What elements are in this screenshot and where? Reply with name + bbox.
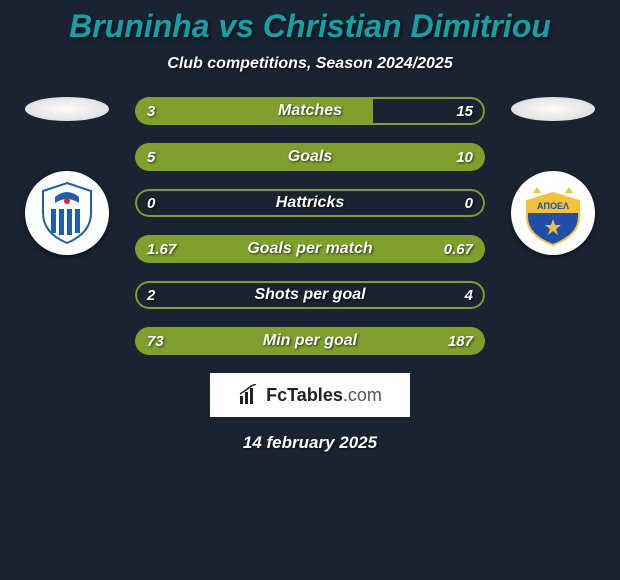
stat-value-left: 0 bbox=[147, 195, 155, 212]
stat-value-right: 15 bbox=[456, 103, 473, 120]
stat-row: 2 Shots per goal 4 bbox=[135, 281, 485, 309]
apoel-crest-icon: ΑΠΟΕΛ bbox=[519, 179, 587, 247]
stat-value-left: 5 bbox=[147, 149, 155, 166]
stat-value-right: 10 bbox=[456, 149, 473, 166]
stat-label: Goals per match bbox=[247, 240, 372, 258]
chart-icon bbox=[238, 384, 260, 406]
stat-row: 73 Min per goal 187 bbox=[135, 327, 485, 355]
anorthosis-crest-icon bbox=[33, 179, 101, 247]
stat-value-left: 2 bbox=[147, 287, 155, 304]
left-column bbox=[17, 97, 117, 255]
stat-label: Hattricks bbox=[276, 194, 344, 212]
stat-label: Min per goal bbox=[263, 332, 357, 350]
brand-text: FcTables.com bbox=[266, 385, 382, 406]
stat-value-left: 1.67 bbox=[147, 241, 176, 258]
stat-row: 1.67 Goals per match 0.67 bbox=[135, 235, 485, 263]
stat-value-right: 0.67 bbox=[444, 241, 473, 258]
brand-badge: FcTables.com bbox=[210, 373, 410, 417]
subtitle: Club competitions, Season 2024/2025 bbox=[0, 55, 620, 73]
svg-text:ΑΠΟΕΛ: ΑΠΟΕΛ bbox=[537, 201, 569, 211]
stat-label: Shots per goal bbox=[254, 286, 365, 304]
stats-column: 3 Matches 15 5 Goals 10 0 Hattricks 0 1.67 Goals p… bbox=[135, 97, 485, 355]
stat-label: Matches bbox=[278, 102, 342, 120]
page-title: Bruninha vs Christian Dimitriou bbox=[0, 8, 620, 45]
right-club-logo: ΑΠΟΕΛ bbox=[511, 171, 595, 255]
left-club-logo bbox=[25, 171, 109, 255]
stat-row: 3 Matches 15 bbox=[135, 97, 485, 125]
stat-row: 0 Hattricks 0 bbox=[135, 189, 485, 217]
stat-value-right: 4 bbox=[465, 287, 473, 304]
infographic-container: Bruninha vs Christian Dimitriou Club com… bbox=[0, 0, 620, 453]
right-column: ΑΠΟΕΛ bbox=[503, 97, 603, 255]
stat-value-right: 0 bbox=[465, 195, 473, 212]
player-ellipse-left bbox=[25, 97, 109, 121]
player-ellipse-right bbox=[511, 97, 595, 121]
stat-value-left: 3 bbox=[147, 103, 155, 120]
stat-value-right: 187 bbox=[448, 333, 473, 350]
date-label: 14 february 2025 bbox=[0, 433, 620, 453]
main-row: 3 Matches 15 5 Goals 10 0 Hattricks 0 1.67 Goals p… bbox=[0, 97, 620, 355]
stat-row: 5 Goals 10 bbox=[135, 143, 485, 171]
stat-label: Goals bbox=[288, 148, 332, 166]
brand-ext: .com bbox=[343, 385, 382, 405]
stat-value-left: 73 bbox=[147, 333, 164, 350]
brand-name: FcTables bbox=[266, 385, 343, 405]
